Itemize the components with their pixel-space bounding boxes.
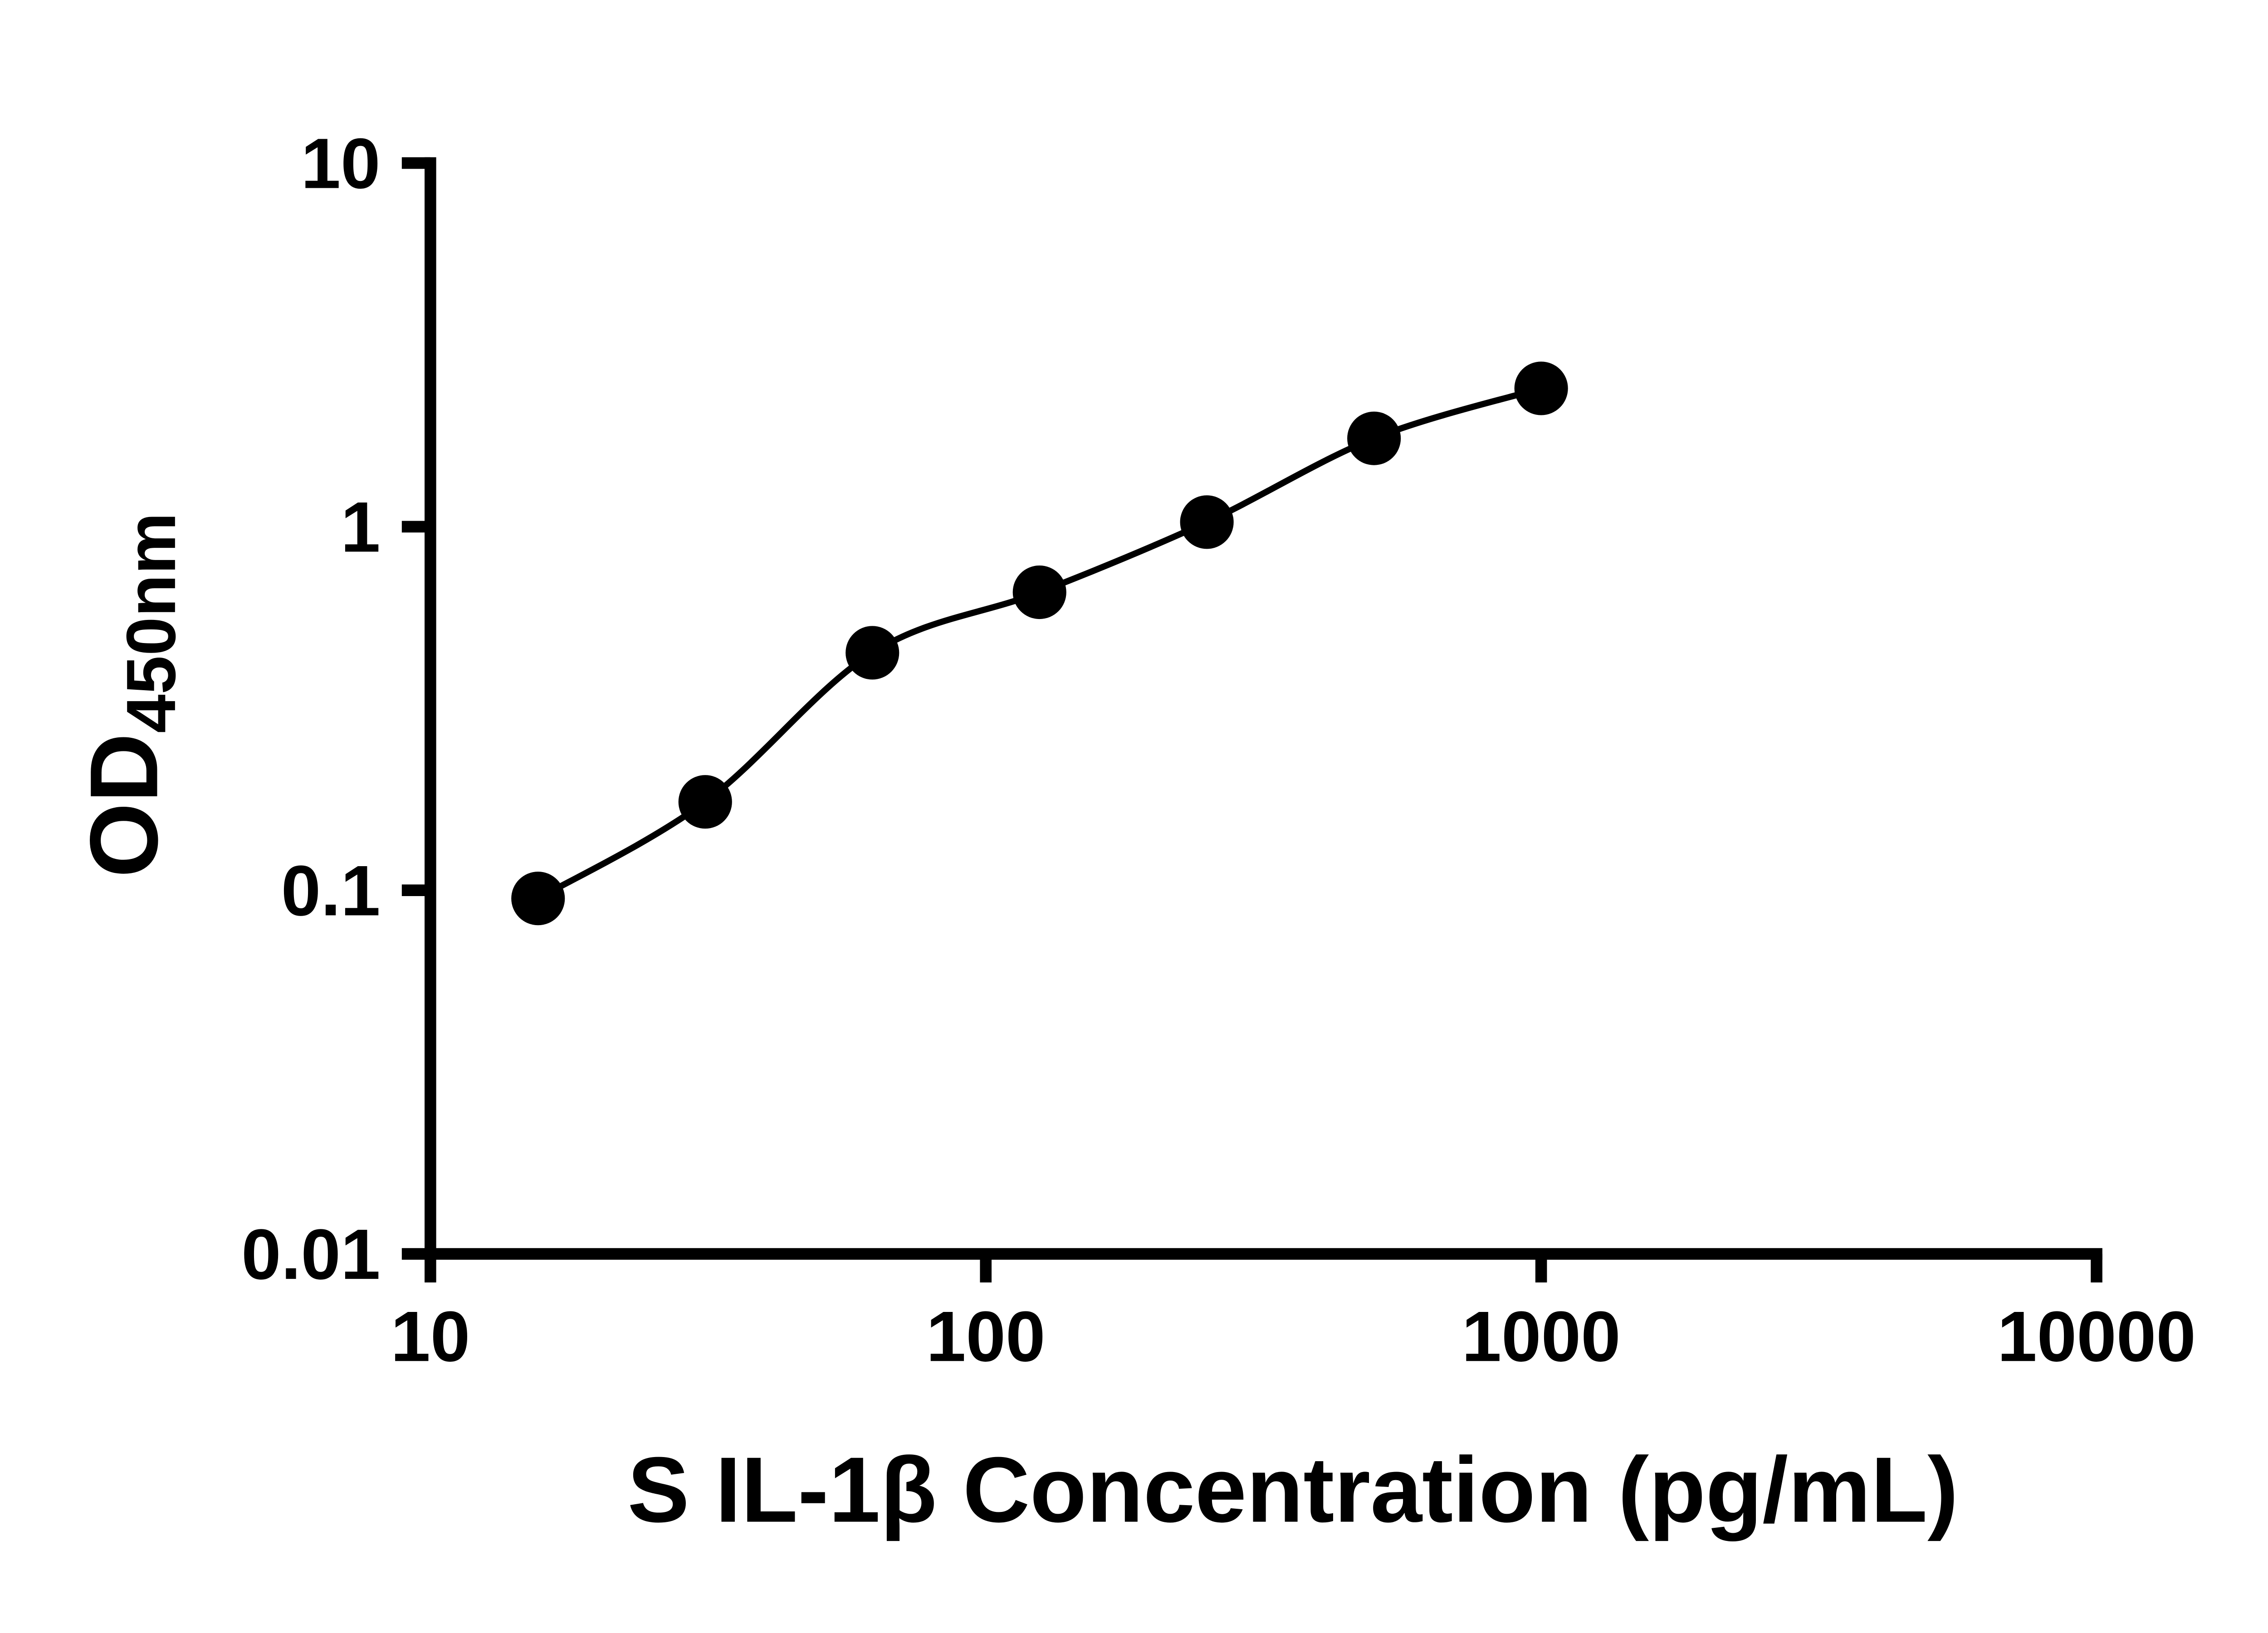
x-axis-tick-label: 10	[391, 1297, 470, 1376]
axis-lines	[425, 157, 2102, 1260]
y-axis-tick-label: 0.1	[281, 851, 381, 931]
data-point-marker	[1347, 411, 1401, 465]
y-axis-title-subscript: 450nm	[112, 512, 190, 733]
x-axis-title: S IL-1β Concentration (pg/mL)	[627, 1438, 1958, 1542]
x-axis-tick-label: 1000	[1461, 1297, 1620, 1376]
data-point-marker	[1012, 565, 1066, 619]
y-axis-tick-label: 10	[301, 124, 380, 204]
y-axis-tick-label: 0.01	[241, 1214, 380, 1294]
x-axis-tick-label: 100	[926, 1297, 1046, 1376]
data-point-marker	[678, 775, 732, 829]
y-axis-tick-label: 1	[341, 487, 381, 567]
y-axis-title-main: OD	[70, 733, 178, 878]
data-point-marker	[511, 872, 565, 926]
data-point-marker	[846, 626, 899, 680]
data-point-marker	[1514, 361, 1568, 415]
y-axis-title: OD450nm	[70, 512, 190, 877]
x-axis-tick-label: 10000	[1997, 1297, 2196, 1376]
data-point-marker	[1180, 495, 1234, 549]
